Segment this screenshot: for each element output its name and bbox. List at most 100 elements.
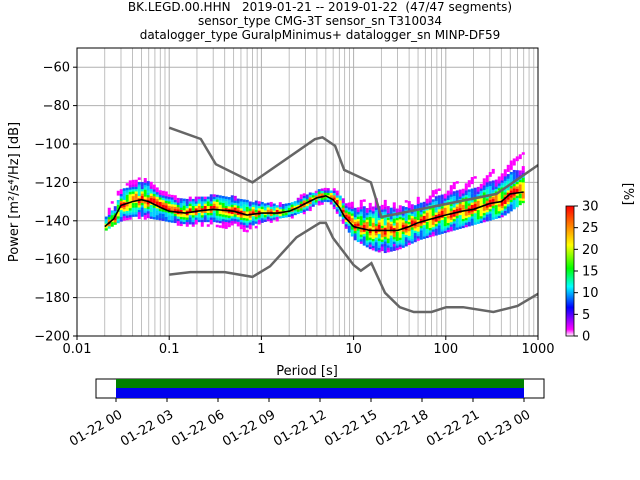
density-cell — [137, 184, 141, 187]
density-cell — [506, 208, 510, 212]
density-cell — [116, 213, 120, 217]
density-cell — [194, 201, 198, 204]
density-cell — [167, 205, 171, 209]
density-cell — [392, 227, 396, 231]
density-cell — [107, 219, 111, 222]
density-cell — [491, 212, 495, 216]
density-cell — [221, 223, 225, 227]
density-cell — [518, 193, 522, 196]
density-cell — [215, 224, 219, 228]
density-cell — [188, 205, 192, 209]
density-cell — [467, 200, 471, 204]
density-cell — [365, 208, 369, 211]
density-cell — [464, 194, 468, 198]
density-cell — [503, 206, 507, 209]
density-cell — [491, 180, 495, 183]
density-cell — [239, 217, 243, 220]
density-cell — [446, 192, 450, 196]
density-cell — [236, 223, 240, 227]
density-cell — [194, 215, 198, 218]
density-cell — [464, 213, 468, 216]
density-cell — [164, 193, 168, 197]
density-cell — [131, 191, 135, 194]
density-cell — [446, 206, 450, 210]
density-cell — [185, 201, 189, 204]
density-cell — [509, 195, 513, 198]
density-cell — [401, 219, 405, 223]
density-cell — [197, 219, 201, 223]
density-cell — [473, 199, 477, 202]
density-cell — [125, 210, 129, 214]
density-cell — [350, 201, 354, 205]
density-cell — [170, 215, 174, 219]
density-cell — [197, 208, 201, 211]
density-cell — [485, 198, 489, 201]
density-cell — [200, 203, 204, 207]
density-cell — [470, 223, 474, 226]
density-cell — [359, 241, 363, 244]
density-cell — [167, 194, 171, 197]
density-cell — [272, 208, 276, 211]
density-cell — [509, 206, 513, 210]
density-cell — [362, 224, 366, 228]
density-cell — [392, 248, 396, 251]
density-cell — [455, 201, 459, 205]
density-cell — [452, 191, 456, 194]
density-cell — [476, 214, 480, 218]
density-cell — [434, 189, 438, 192]
density-cell — [428, 202, 432, 205]
density-cell — [137, 211, 141, 215]
density-cell — [218, 197, 222, 201]
density-cell — [155, 187, 159, 190]
density-cell — [134, 188, 138, 192]
noise-models — [168, 126, 538, 314]
density-cell — [179, 214, 183, 217]
density-cell — [347, 227, 351, 231]
density-cell — [257, 203, 261, 207]
density-cell — [506, 187, 510, 191]
density-cell — [314, 195, 318, 198]
density-cell — [221, 202, 225, 206]
density-cell — [221, 205, 225, 208]
density-cell — [308, 197, 312, 200]
density-cell — [404, 243, 408, 247]
density-cell — [398, 223, 402, 227]
density-cell — [494, 198, 498, 201]
density-cell — [122, 215, 126, 219]
density-cell — [218, 225, 222, 228]
density-cell — [434, 212, 438, 215]
density-cell — [434, 230, 438, 234]
density-cell — [476, 212, 480, 215]
density-cell — [362, 236, 366, 239]
density-cell — [488, 218, 492, 221]
density-cell — [143, 205, 147, 209]
density-cell — [410, 204, 414, 207]
density-cell — [203, 198, 207, 202]
timeline-tick-label: 01-22 06 — [169, 407, 227, 449]
density-cell — [416, 226, 420, 230]
density-cell — [233, 221, 237, 224]
density-cell — [362, 229, 366, 232]
density-cell — [122, 199, 126, 203]
density-cell — [383, 243, 387, 247]
density-cell — [485, 182, 489, 185]
density-cell — [119, 214, 123, 218]
density-cell — [335, 209, 339, 212]
density-cell — [470, 200, 474, 203]
density-cell — [329, 201, 333, 205]
density-cell — [407, 201, 411, 204]
density-cell — [191, 198, 195, 202]
density-cell — [452, 205, 456, 208]
density-cell — [347, 202, 351, 206]
density-cell — [302, 211, 306, 215]
density-cell — [350, 206, 354, 209]
density-cell — [305, 208, 309, 211]
density-cell — [233, 205, 237, 208]
density-cell — [470, 195, 474, 198]
density-cell — [485, 214, 489, 217]
density-cell — [500, 200, 504, 204]
density-cell — [122, 195, 126, 198]
density-cell — [374, 214, 378, 217]
density-cell — [398, 207, 402, 211]
